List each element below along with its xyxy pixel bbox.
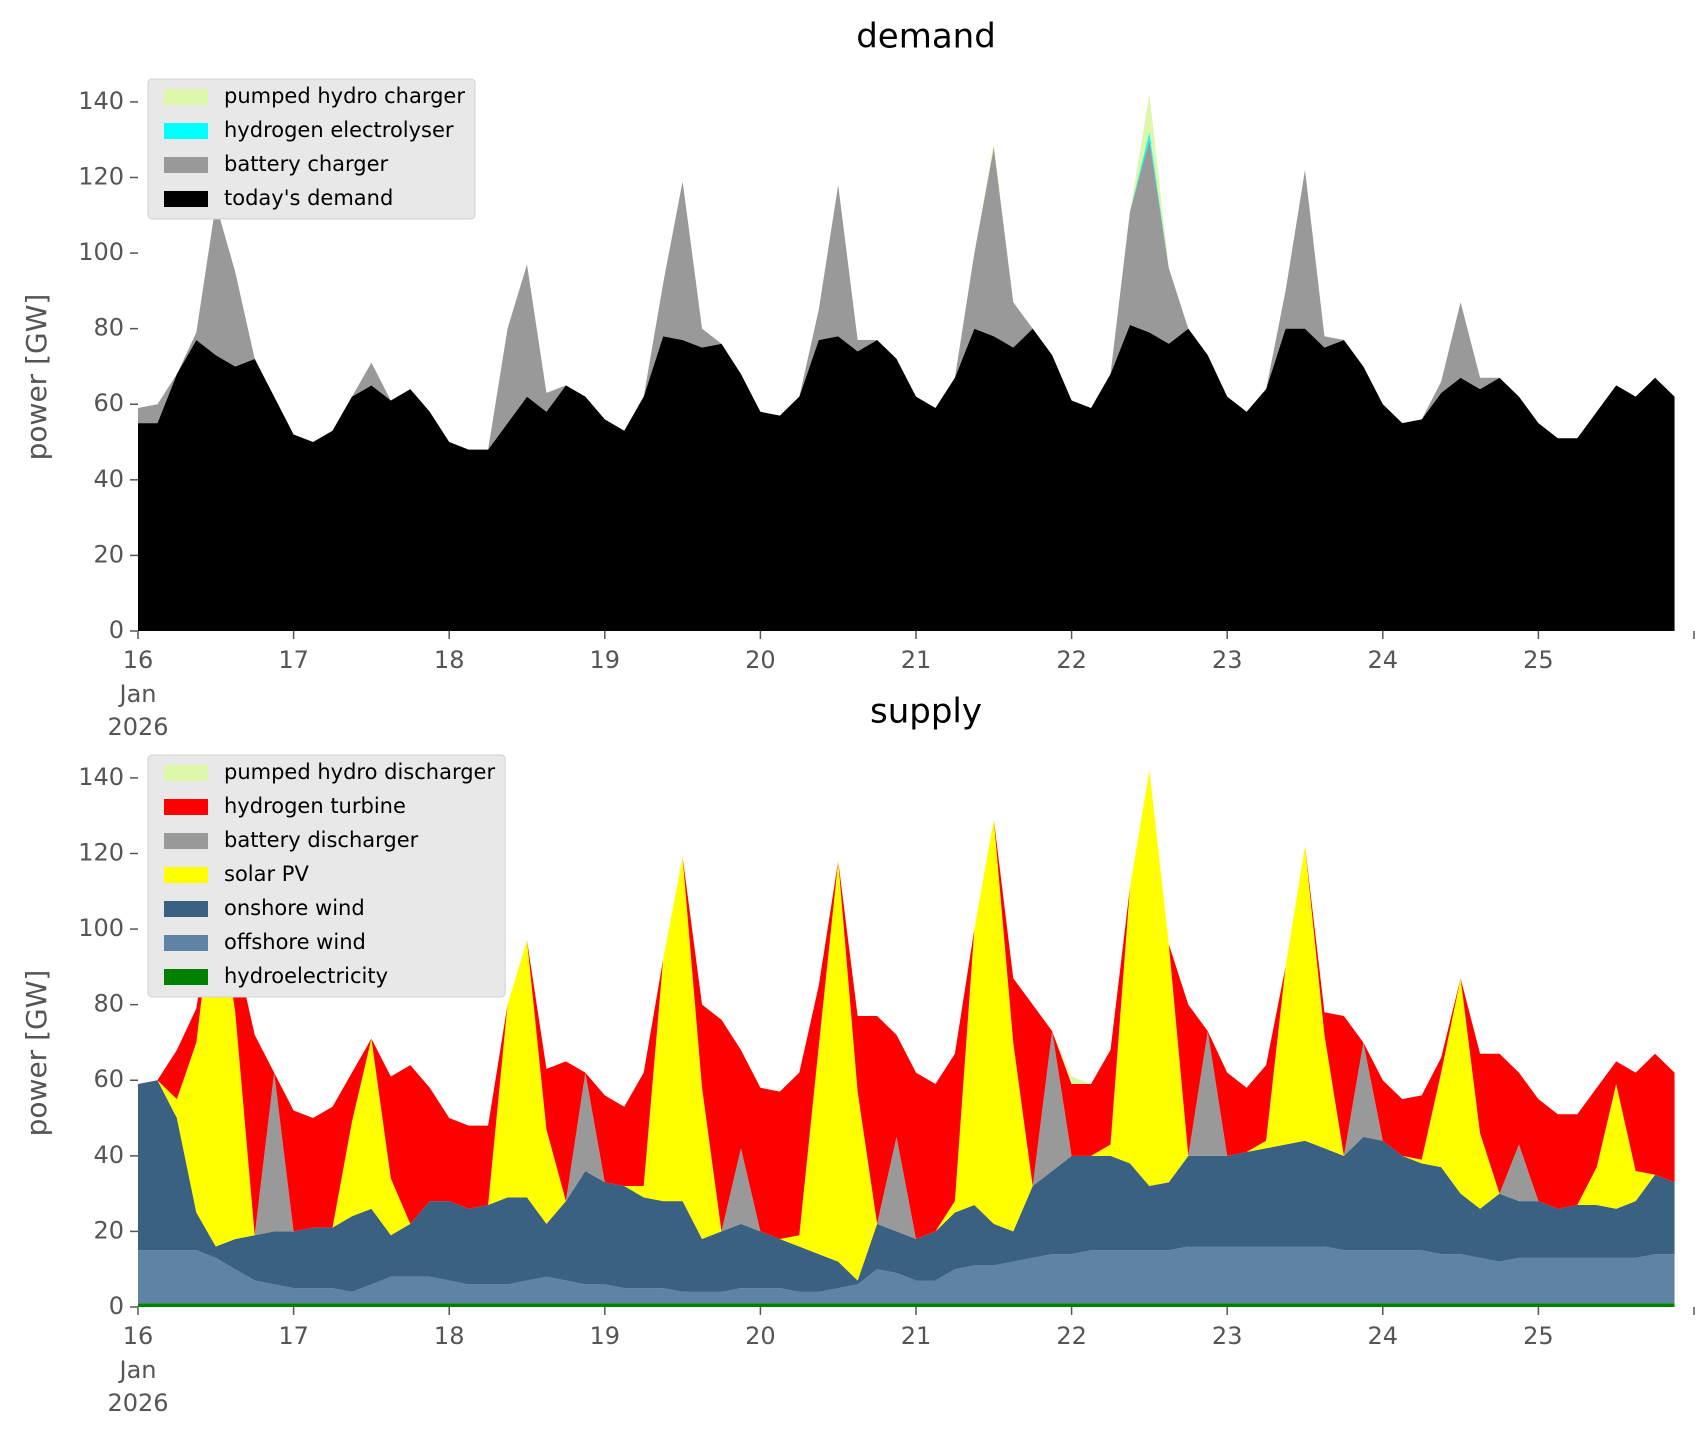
legend-box [147, 78, 476, 220]
legend-box [147, 754, 506, 998]
y-tick-label: 60 [93, 389, 124, 417]
legend-swatch [164, 191, 208, 207]
x-tick-label: 17 [278, 1322, 309, 1350]
y-tick-label: 100 [78, 914, 124, 942]
legend-label: onshore wind [224, 896, 365, 920]
x-tick-label: 24 [1368, 646, 1399, 674]
x-tick-label: 22 [1056, 1322, 1087, 1350]
x-tick-label: 25 [1523, 1322, 1554, 1350]
legend-label: hydrogen electrolyser [224, 118, 454, 142]
legend-swatch [164, 935, 208, 951]
y-tick-label: 40 [93, 465, 124, 493]
legend-label: hydrogen turbine [224, 794, 406, 818]
legend-swatch [164, 123, 208, 139]
x-tick-label: 20 [745, 1322, 776, 1350]
legend-label: hydroelectricity [224, 964, 388, 988]
x-tick-sublabel: Jan [118, 680, 157, 708]
x-tick-label: 17 [278, 646, 309, 674]
legend-label: solar PV [224, 862, 309, 886]
x-tick-label: 25 [1523, 646, 1554, 674]
area [138, 139, 1675, 450]
y-tick-label: 60 [93, 1065, 124, 1093]
y-tick-label: 20 [93, 1216, 124, 1244]
y-tick-label: 140 [78, 763, 124, 791]
x-tick-sublabel: 2026 [107, 713, 168, 741]
x-tick-label: 21 [901, 646, 932, 674]
x-tick-label: 19 [590, 646, 621, 674]
x-tick-label: 22 [1056, 646, 1087, 674]
legend-label: pumped hydro charger [224, 84, 465, 108]
legend-label: today's demand [224, 186, 393, 210]
x-tick-label: 16 [123, 1322, 154, 1350]
x-tick-label: 24 [1368, 1322, 1399, 1350]
x-tick-label: 16 [123, 646, 154, 674]
y-axis-label: power [GW] [20, 294, 53, 461]
area [138, 770, 1675, 1239]
legend-swatch [164, 89, 208, 105]
chart-title: supply [870, 692, 982, 732]
x-tick-label: 23 [1212, 646, 1243, 674]
legend-label: battery discharger [224, 828, 419, 852]
area [138, 770, 1675, 1239]
legend-swatch [164, 867, 208, 883]
y-tick-label: 20 [93, 540, 124, 568]
y-tick-label: 140 [78, 87, 124, 115]
legend-label: battery charger [224, 152, 389, 176]
y-tick-label: 40 [93, 1141, 124, 1169]
y-tick-label: 0 [109, 616, 124, 644]
x-tick-label: 18 [434, 646, 465, 674]
area [138, 324, 1675, 631]
legend-swatch [164, 765, 208, 781]
area [138, 1303, 1675, 1307]
x-tick-sublabel: 2026 [107, 1389, 168, 1417]
legend-swatch [164, 969, 208, 985]
y-tick-label: 100 [78, 238, 124, 266]
legend-label: offshore wind [224, 930, 366, 954]
x-tick-label: 19 [590, 1322, 621, 1350]
x-tick-label: 23 [1212, 1322, 1243, 1350]
y-tick-label: 120 [78, 162, 124, 190]
legend: pumped hydro charger hydrogen electrolyse… [147, 78, 476, 220]
y-tick-label: 120 [78, 838, 124, 866]
x-tick-sublabel: Jan [118, 1356, 157, 1384]
x-tick-label: 18 [434, 1322, 465, 1350]
y-tick-label: 0 [109, 1292, 124, 1320]
legend-swatch [164, 833, 208, 849]
legend-swatch [164, 157, 208, 173]
y-tick-label: 80 [93, 314, 124, 342]
y-axis-label: power [GW] [20, 970, 53, 1137]
legend-label: pumped hydro discharger [224, 760, 495, 784]
legend-swatch [164, 901, 208, 917]
chart-title: demand [856, 17, 996, 57]
area [138, 1246, 1675, 1304]
x-tick-label: 21 [901, 1322, 932, 1350]
area [138, 770, 1675, 1281]
legend-swatch [164, 799, 208, 815]
legend: pumped hydro discharger hydrogen turbine b… [147, 754, 506, 998]
x-tick-label: 20 [745, 646, 776, 674]
y-tick-label: 80 [93, 990, 124, 1018]
area [138, 1080, 1675, 1292]
